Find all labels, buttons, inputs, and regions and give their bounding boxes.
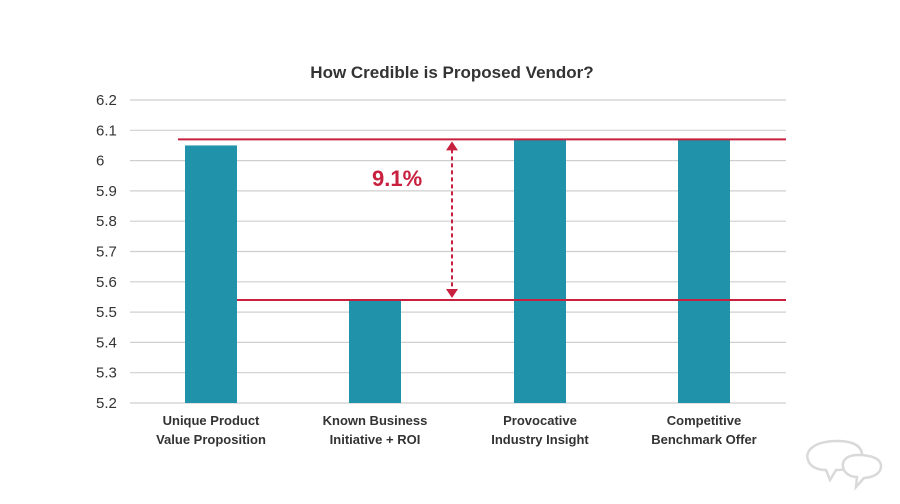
speech-bubbles-icon [806,439,883,491]
x-tick-label: Known Business [323,413,428,428]
x-tick-label: Unique Product [163,413,260,428]
y-tick-label: 5.8 [96,213,117,230]
bar [678,139,730,403]
bar [349,299,401,403]
y-tick-label: 6.1 [96,122,117,139]
y-tick-label: 5.6 [96,274,117,291]
bar [185,145,237,403]
y-tick-label: 5.9 [96,183,117,200]
x-tick-label: Provocative [503,413,577,428]
arrow-head-down [446,288,458,298]
y-tick-label: 5.7 [96,244,117,261]
y-tick-label: 6.2 [96,92,117,109]
x-tick-label: Benchmark Offer [651,432,756,447]
x-tick-label: Competitive [667,413,741,428]
bar [514,139,566,403]
y-tick-label: 5.5 [96,304,117,321]
y-tick-label: 5.4 [96,334,117,351]
x-tick-label: Industry Insight [491,432,589,447]
x-tick-label: Initiative + ROI [330,432,421,447]
y-tick-label: 5.2 [96,395,117,412]
y-tick-label: 6 [96,153,104,170]
x-tick-label: Value Proposition [156,432,266,447]
arrow-head-up [446,141,458,151]
y-tick-label: 5.3 [96,365,117,382]
chart-title: How Credible is Proposed Vendor? [310,63,593,82]
difference-label: 9.1% [372,166,422,191]
